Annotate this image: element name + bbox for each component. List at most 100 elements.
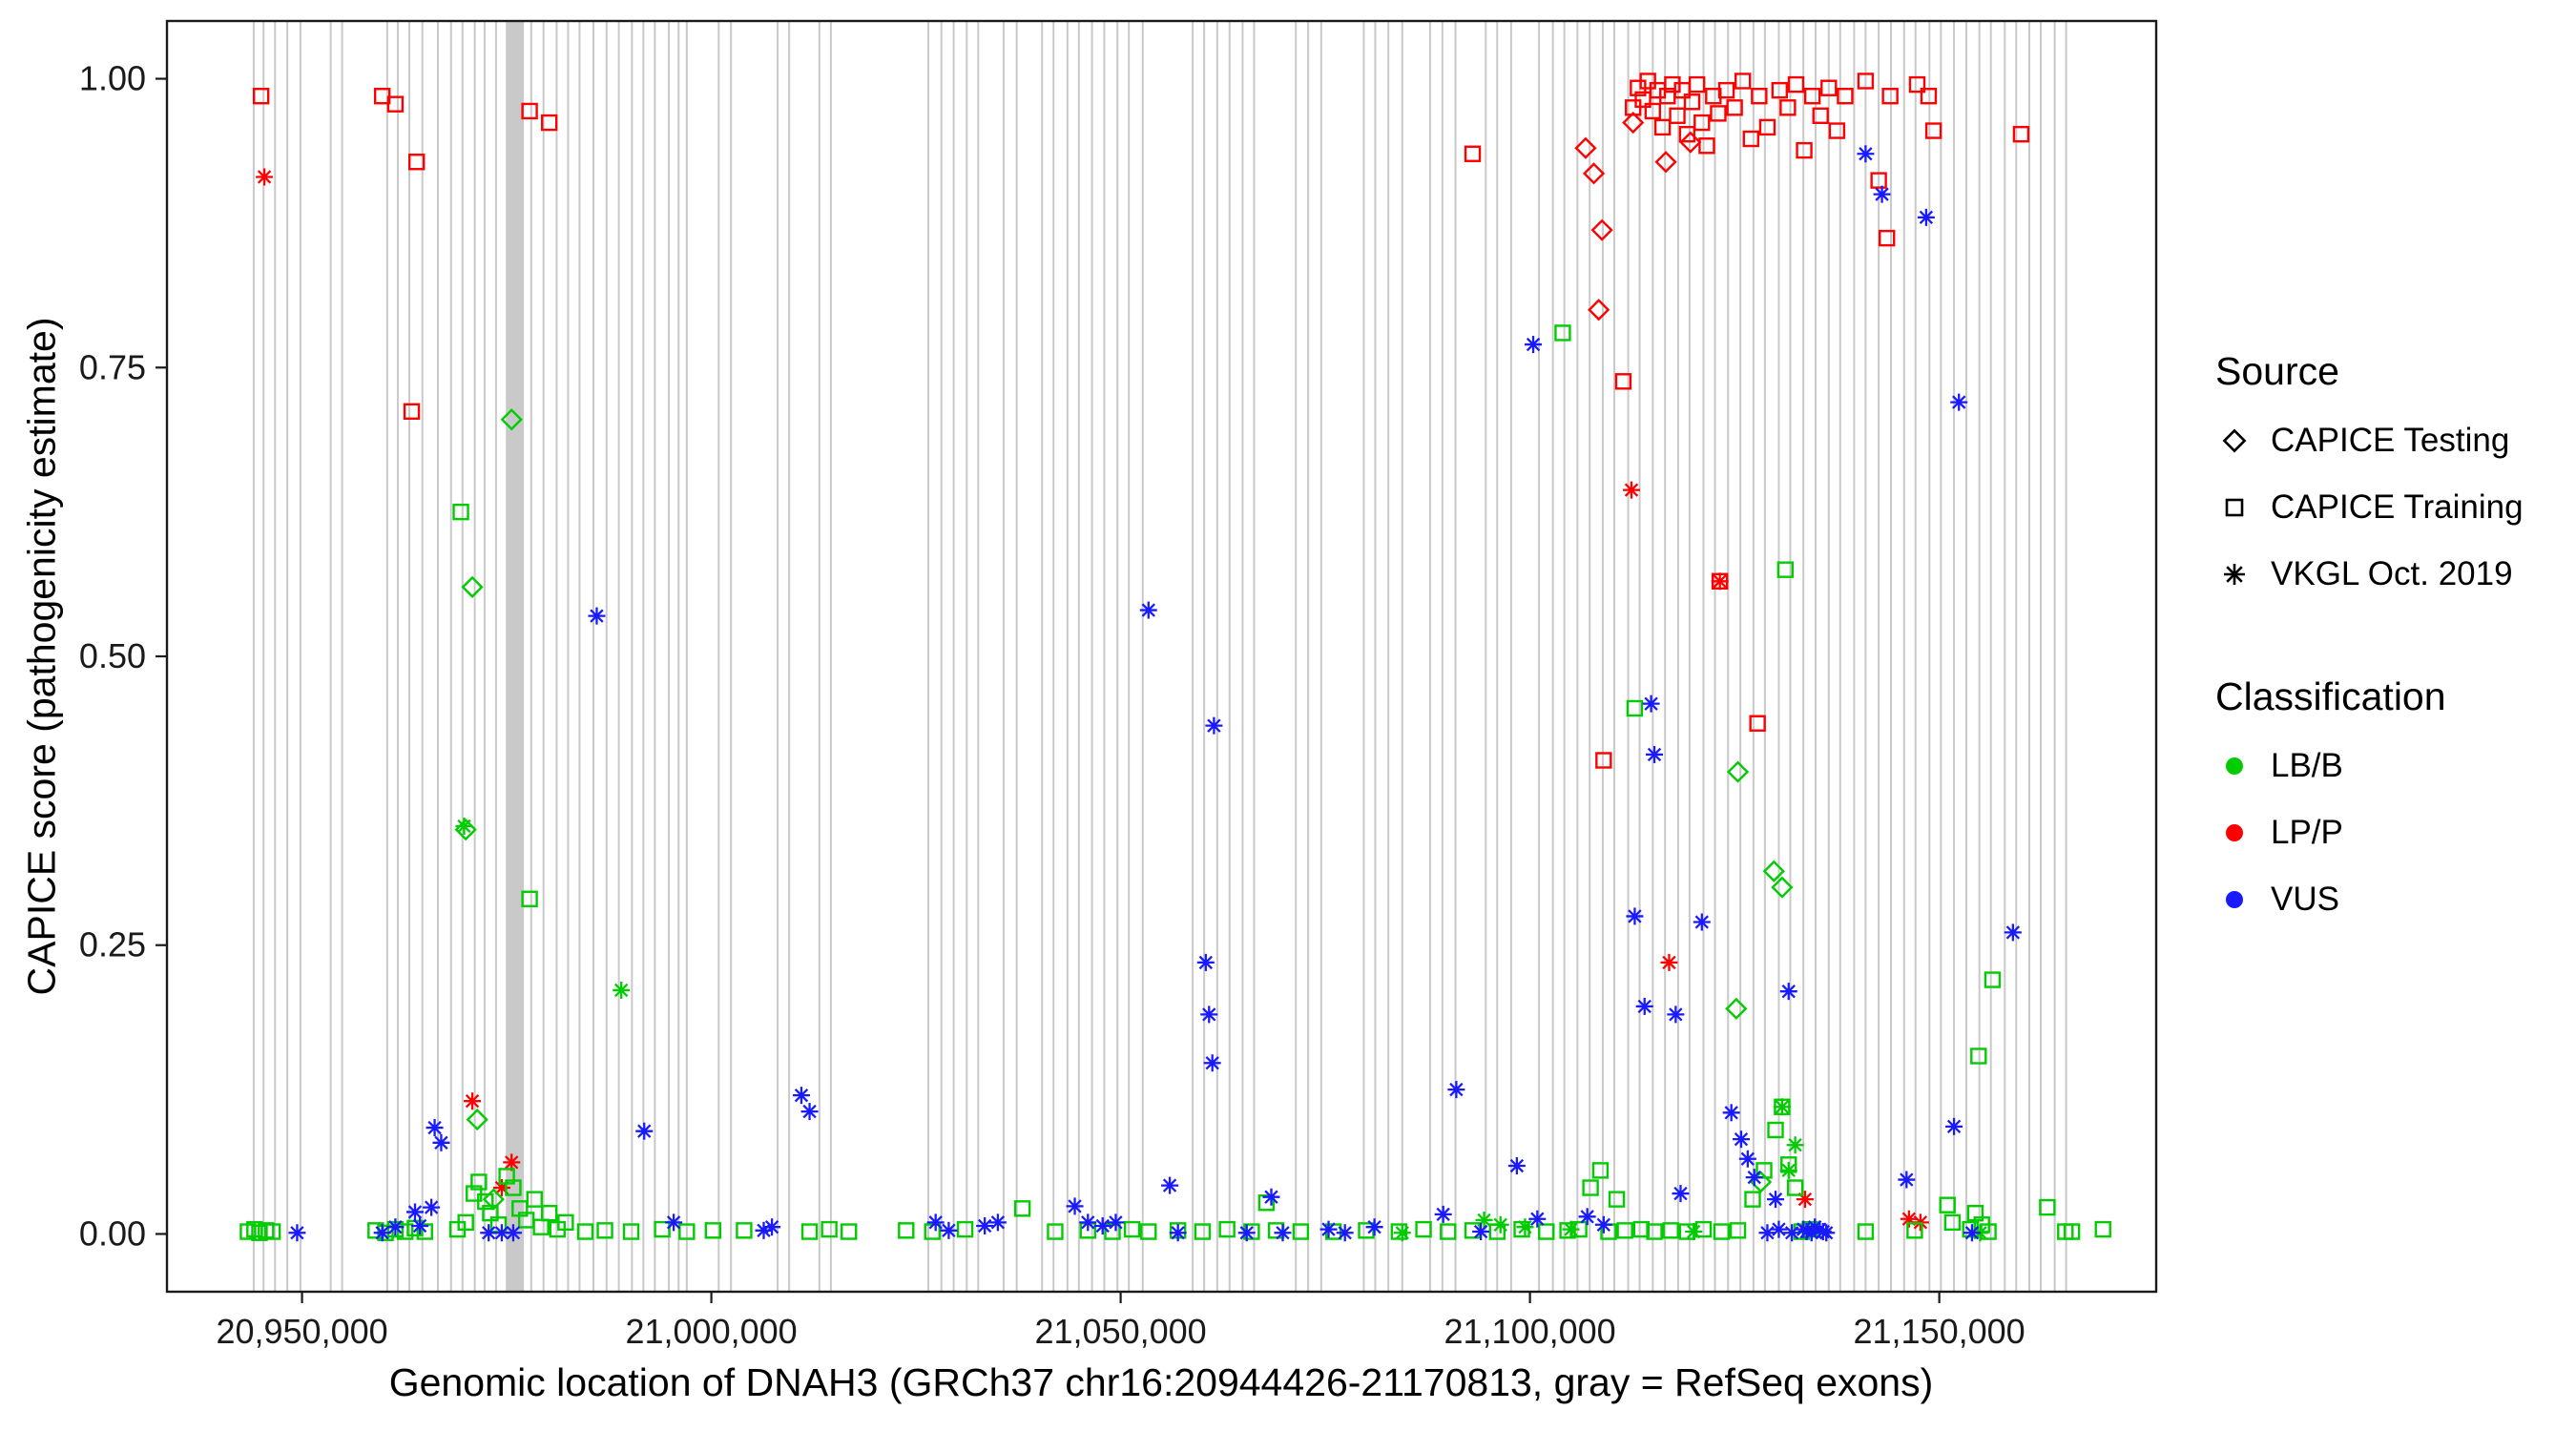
data-point (1338, 1226, 1352, 1240)
data-point (1047, 1223, 1064, 1240)
data-point (1395, 1226, 1409, 1240)
data-point (526, 1191, 543, 1208)
legend-classification-title: Classification (2215, 674, 2446, 718)
data-point (1194, 1223, 1212, 1240)
data-point (1628, 909, 1642, 923)
data-point (466, 1108, 488, 1131)
legend-item-lbb: LB/B (2215, 733, 2574, 799)
data-point (494, 1226, 509, 1240)
data-point (1616, 1222, 1633, 1239)
data-point (1946, 1119, 1962, 1134)
y-axis-title: CAPICE score (pathogenicity estimate) (19, 317, 64, 996)
data-point (1654, 151, 1677, 174)
data-point (898, 1222, 915, 1239)
data-point (1464, 145, 1482, 162)
data-point (412, 1218, 427, 1234)
data-point (1588, 299, 1610, 321)
data-point (736, 1222, 753, 1239)
data-point (557, 1213, 574, 1232)
data-point (1436, 1207, 1450, 1222)
data-point (1751, 88, 1768, 105)
data-point (802, 1104, 817, 1119)
legend-item-label: LP/P (2271, 814, 2343, 851)
data-point (1775, 1100, 1790, 1114)
data-point (1768, 1192, 1783, 1207)
data-point (1530, 1212, 1545, 1226)
data-point (1726, 760, 1750, 783)
data-point (1698, 137, 1715, 155)
legend-item-label: CAPICE Training (2271, 488, 2524, 526)
data-point (1771, 81, 1789, 99)
data-point (1574, 136, 1597, 159)
legend-item-label: VKGL Oct. 2019 (2271, 555, 2513, 592)
data-point (1943, 1213, 1962, 1232)
data-point (637, 1124, 652, 1138)
data-point (678, 1223, 696, 1240)
legend: Source CAPICE Testing CAPICE Training VK… (2215, 349, 2574, 933)
data-point (1710, 105, 1727, 122)
data-point (1678, 125, 1696, 143)
legend-source-title: Source (2215, 349, 2339, 393)
data-point (1538, 1223, 1555, 1240)
data-point (457, 1213, 474, 1232)
data-point (2039, 1198, 2056, 1216)
data-point (596, 1222, 613, 1239)
data-point (1724, 1106, 1738, 1120)
legend-item-label: LB/B (2271, 747, 2343, 784)
data-point (841, 1223, 858, 1240)
data-point (764, 1220, 779, 1234)
data-point (1095, 1218, 1110, 1234)
data-point (666, 1215, 681, 1230)
data-point (532, 1218, 550, 1235)
data-point (1198, 955, 1214, 970)
data-point (470, 1173, 488, 1191)
vus-dot-icon (2226, 891, 2243, 908)
data-point (505, 1155, 519, 1170)
data-point (1859, 147, 1873, 161)
data-point (1881, 88, 1899, 105)
data-point (942, 1223, 956, 1237)
legend-item-lpp: LP/P (2215, 799, 2574, 866)
x-tick-label: 21,100,000 (1444, 1312, 1616, 1351)
data-point (977, 1218, 992, 1234)
data-point (1582, 162, 1606, 185)
data-point (1919, 210, 1934, 225)
data-point (246, 1220, 263, 1238)
data-point (1797, 1192, 1813, 1207)
data-point (2063, 1223, 2081, 1240)
data-point (1779, 99, 1797, 116)
data-point (457, 819, 471, 834)
data-point (1596, 1217, 1611, 1232)
data-point (506, 1226, 521, 1240)
data-point (1673, 1186, 1688, 1201)
data-point (1857, 73, 1875, 90)
data-point (500, 408, 523, 431)
data-point (1879, 229, 1896, 247)
data-point (1171, 1226, 1185, 1240)
exon-band (506, 21, 525, 1292)
data-point (290, 1226, 304, 1240)
data-point (1984, 971, 2002, 988)
lbb-dot-icon (2226, 757, 2243, 775)
data-point (1580, 1210, 1594, 1224)
x-tick-label: 21,050,000 (1035, 1312, 1207, 1351)
data-point (1639, 73, 1656, 90)
data-point (1726, 99, 1743, 116)
data-point (794, 1088, 809, 1103)
data-point (1123, 1220, 1141, 1238)
data-point (1582, 1179, 1599, 1196)
legend-item-label: CAPICE Testing (2271, 422, 2510, 459)
data-point (1559, 1222, 1576, 1239)
lpp-dot-icon (2226, 824, 2243, 841)
data-point (1624, 483, 1639, 497)
data-point (1068, 1199, 1082, 1213)
data-point (1518, 1220, 1532, 1234)
data-point (1803, 88, 1821, 105)
data-point (1693, 114, 1711, 132)
data-point (1870, 172, 1887, 189)
data-point (1669, 1007, 1683, 1022)
data-point (477, 1192, 494, 1211)
data-point (1771, 876, 1794, 899)
